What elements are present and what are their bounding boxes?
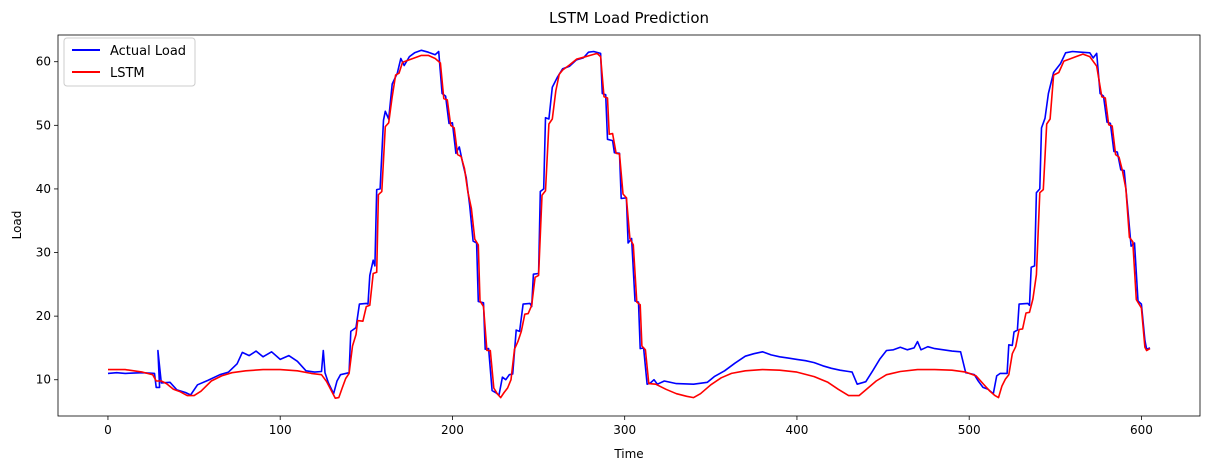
legend: Actual Load LSTM	[63, 37, 196, 87]
legend-label-actual: Actual Load	[110, 44, 186, 59]
y-tick-label: 60	[36, 55, 51, 69]
y-tick-label: 50	[36, 118, 51, 132]
axes-frame	[57, 34, 1201, 417]
x-tick-label: 500	[958, 423, 981, 437]
y-tick-label: 40	[36, 182, 51, 196]
x-axis-label: Time	[613, 447, 643, 461]
x-tick-label: 600	[1130, 423, 1153, 437]
x-tick-label: 100	[269, 423, 292, 437]
y-tick-label: 20	[36, 309, 51, 323]
y-tick-label: 30	[36, 246, 51, 260]
y-tick-label: 10	[36, 373, 51, 387]
x-tick-label: 400	[785, 423, 808, 437]
chart-title: LSTM Load Prediction	[549, 9, 709, 27]
x-tick-label: 200	[441, 423, 464, 437]
y-axis-ticks: 10 20 30 40 50 60	[36, 55, 58, 387]
legend-label-lstm: LSTM	[110, 66, 145, 81]
plot-area	[107, 49, 1151, 400]
series-line-lstm	[108, 52, 1151, 400]
x-tick-label: 0	[104, 423, 112, 437]
y-axis-label: Load	[10, 211, 24, 240]
x-tick-label: 300	[613, 423, 636, 437]
x-axis-ticks: 0 100 200 300 400 500 600	[104, 416, 1153, 437]
